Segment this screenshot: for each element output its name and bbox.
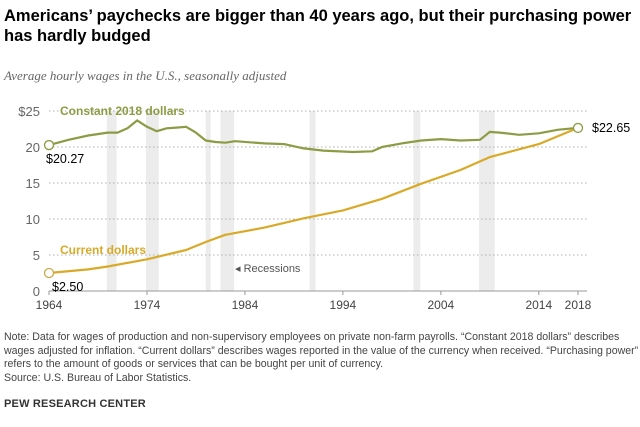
recessions-label: ◂ Recessions — [235, 263, 301, 275]
x-tick-label: 2014 — [525, 298, 552, 312]
x-tick-label: 2004 — [428, 298, 455, 312]
recession-band — [220, 111, 235, 291]
x-tick-label: 1994 — [330, 298, 357, 312]
x-tick-label: 2018 — [565, 298, 592, 312]
recession-band — [413, 111, 421, 291]
y-tick-label: 0 — [33, 284, 40, 299]
recession-band — [106, 111, 117, 291]
start-point-marker — [43, 139, 55, 151]
y-tick-label: 20 — [26, 140, 40, 155]
chart-note: Note: Data for wages of production and n… — [4, 331, 639, 370]
series-label-current: Current dollars — [60, 243, 146, 257]
y-tick-label: 10 — [26, 212, 40, 227]
y-tick-label: 5 — [33, 248, 40, 263]
y-tick-label: $25 — [18, 104, 40, 119]
x-tick-label: 1984 — [232, 298, 259, 312]
x-tick-label: 1974 — [134, 298, 161, 312]
recession-band — [309, 111, 316, 291]
brand-logo-text: PEW RESEARCH CENTER — [4, 398, 146, 410]
end-point-marker — [572, 122, 584, 134]
series-line-1 — [48, 126, 579, 275]
chart-source: Source: U.S. Bureau of Labor Statistics. — [4, 372, 192, 384]
recession-band — [145, 111, 159, 291]
chart-title: Americans’ paychecks are bigger than 40 … — [4, 7, 632, 45]
chart-subtitle: Average hourly wages in the U.S., season… — [4, 68, 287, 83]
recession-band — [205, 111, 211, 291]
end-value-label: $22.65 — [592, 121, 630, 135]
series-line-0 — [48, 119, 579, 154]
y-tick-label: 15 — [26, 176, 40, 191]
start-value-label: $2.50 — [52, 280, 83, 294]
x-tick-label: 1964 — [36, 298, 63, 312]
start-point-marker — [43, 267, 55, 279]
start-value-label: $20.27 — [46, 152, 84, 166]
series-label-constant: Constant 2018 dollars — [60, 104, 185, 118]
